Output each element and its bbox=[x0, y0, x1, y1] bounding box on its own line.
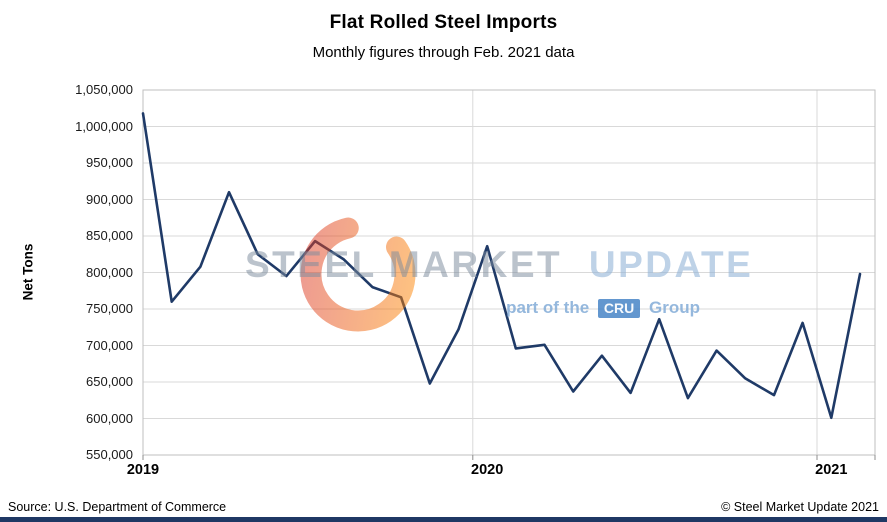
source-note: Source: U.S. Department of Commerce bbox=[8, 500, 227, 514]
chart-title: Flat Rolled Steel Imports bbox=[329, 12, 558, 33]
import-series-line bbox=[141, 112, 862, 420]
xtick-year-label: 2021 bbox=[815, 462, 848, 478]
ytick-label: 800,000 bbox=[86, 264, 133, 280]
plot-border bbox=[142, 89, 876, 456]
bottom-accent-bar bbox=[0, 517, 887, 522]
xtick-year-label: 2019 bbox=[126, 462, 160, 478]
ytick-label: 750,000 bbox=[86, 301, 133, 316]
ytick-label: 1,000,000 bbox=[75, 118, 133, 134]
ytick-label: 950,000 bbox=[86, 155, 133, 170]
ytick-label: 700,000 bbox=[86, 337, 133, 353]
ytick-label: 650,000 bbox=[86, 374, 133, 389]
ytick-label: 900,000 bbox=[86, 191, 133, 207]
chart-subtitle: Monthly figures through Feb. 2021 data bbox=[312, 44, 575, 61]
ytick-label: 600,000 bbox=[86, 410, 133, 426]
ytick-label: 550,000 bbox=[86, 447, 133, 462]
copyright-note: © Steel Market Update 2021 bbox=[721, 500, 879, 514]
xtick-year-label: 2020 bbox=[471, 462, 504, 478]
ytick-label: 1,050,000 bbox=[75, 82, 133, 97]
ytick-label: 850,000 bbox=[86, 228, 133, 243]
